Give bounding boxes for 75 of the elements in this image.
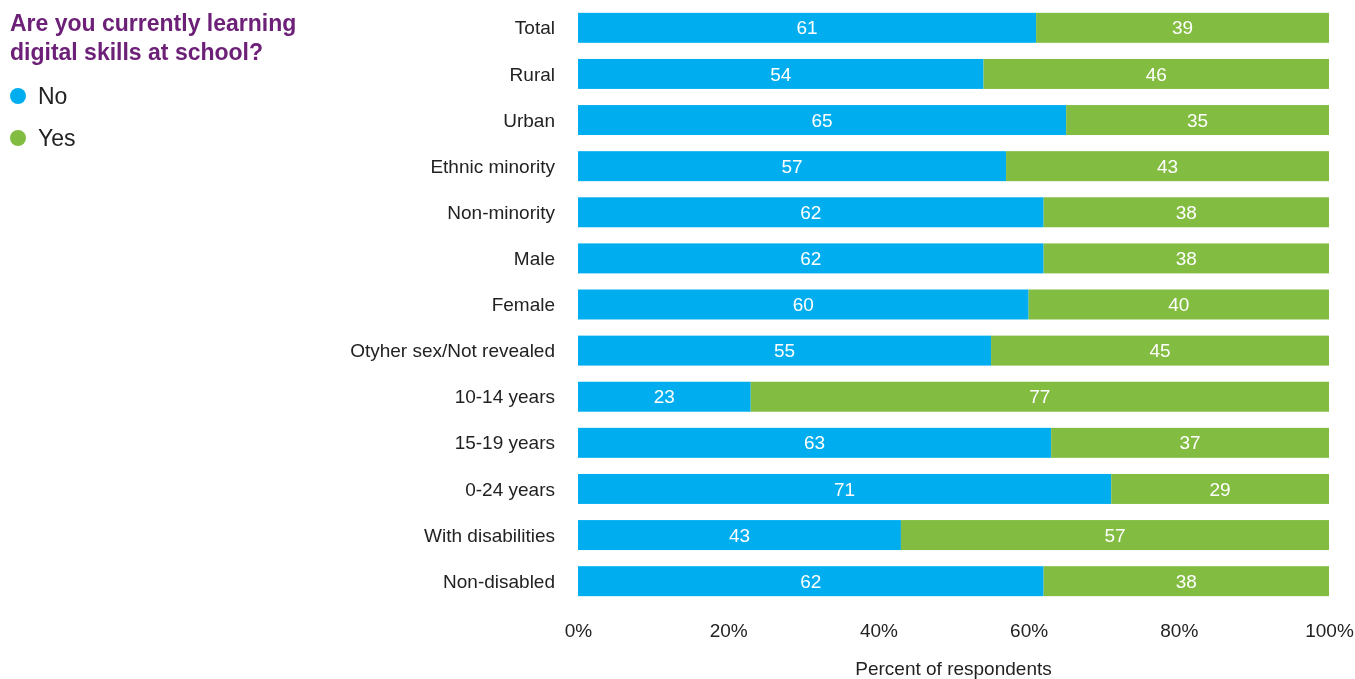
y-tick-label: Otyher sex/Not revealed — [350, 340, 555, 362]
data-label: 60 — [792, 294, 814, 316]
data-label: 63 — [803, 432, 826, 454]
x-tick-label: 40% — [859, 620, 899, 642]
x-axis-title: Percent of respondents — [855, 658, 1052, 679]
x-tick-label: 100% — [1305, 620, 1354, 642]
data-label: 65 — [811, 109, 833, 131]
data-label: 38 — [1175, 248, 1197, 270]
x-tick-label: 80% — [1160, 620, 1199, 642]
bar — [578, 151, 1007, 182]
bar — [1043, 243, 1329, 274]
y-tick-label: Male — [513, 248, 555, 270]
data-label: 43 — [728, 524, 751, 546]
bar — [1066, 105, 1329, 136]
bar — [900, 520, 1329, 551]
bar — [578, 381, 751, 412]
x-tick-label: 60% — [1010, 620, 1049, 642]
data-label: 43 — [1156, 155, 1179, 177]
data-label: 29 — [1209, 478, 1231, 500]
x-tick-label: 20% — [709, 620, 748, 642]
data-label: 61 — [796, 17, 818, 39]
data-label: 35 — [1187, 109, 1209, 131]
y-tick-label: Total — [514, 17, 555, 39]
data-label: 77 — [1029, 386, 1051, 408]
data-label: 45 — [1149, 340, 1171, 362]
bar — [578, 566, 1044, 597]
y-tick-label: Rural — [509, 63, 555, 85]
legend-label: Yes — [38, 125, 76, 152]
data-label: 55 — [773, 340, 796, 362]
y-tick-label: Non-disabled — [443, 570, 555, 592]
y-tick-label: 10-14 years — [454, 386, 555, 408]
data-label: 23 — [653, 386, 675, 408]
y-tick-label: With disabilities — [424, 524, 555, 546]
data-label: 40 — [1168, 294, 1190, 316]
bar — [578, 427, 1052, 458]
bar — [983, 58, 1329, 89]
bar — [1043, 197, 1329, 228]
data-label: 39 — [1171, 17, 1194, 39]
bar — [578, 12, 1037, 43]
bar — [1028, 289, 1329, 320]
bar — [750, 381, 1329, 412]
data-label: 57 — [1104, 524, 1126, 546]
data-label: 37 — [1179, 432, 1201, 454]
bar — [578, 105, 1067, 136]
bar — [578, 289, 1029, 320]
bar — [991, 335, 1329, 366]
text: Are you currently learning digital skills at school? — [10, 10, 297, 65]
bar — [578, 473, 1112, 504]
y-tick-label: Ethnic minority — [430, 155, 556, 177]
y-tick-label: Non-minority — [447, 201, 556, 223]
data-label: 71 — [834, 478, 856, 500]
data-label: 62 — [800, 248, 822, 270]
bar — [1036, 12, 1329, 43]
bar — [1111, 473, 1329, 504]
legend-label: No — [38, 83, 68, 110]
y-tick-label: Female — [491, 294, 555, 316]
y-tick-label: Urban — [503, 109, 555, 131]
y-tick-label: 0-24 years — [465, 478, 555, 500]
data-label: 46 — [1145, 63, 1167, 85]
data-label: 38 — [1175, 570, 1197, 592]
data-label: 54 — [770, 63, 792, 85]
bar — [1006, 151, 1329, 182]
bar — [1051, 427, 1329, 458]
x-tick-label: 0% — [564, 620, 593, 642]
data-label: 38 — [1175, 201, 1197, 223]
bar — [578, 520, 901, 551]
data-label: 62 — [800, 570, 822, 592]
bar — [578, 58, 984, 89]
y-tick-label: 15-19 years — [454, 432, 555, 454]
data-label: 57 — [781, 155, 803, 177]
bar — [578, 243, 1044, 274]
bar — [578, 197, 1044, 228]
bar — [1043, 566, 1329, 597]
bar — [578, 335, 992, 366]
data-label: 62 — [800, 201, 822, 223]
